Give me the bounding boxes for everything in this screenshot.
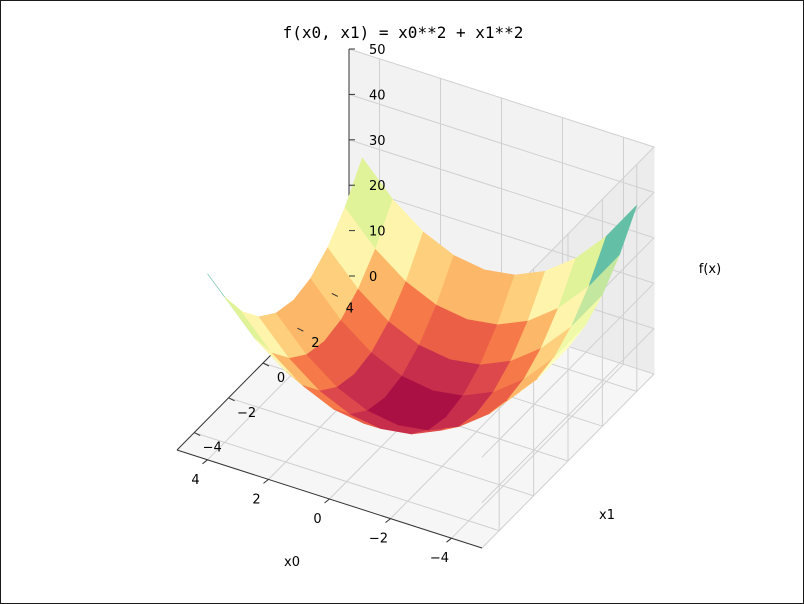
x-tick-mark [385, 518, 391, 523]
grid-line [348, 93, 655, 193]
surface-patch [588, 205, 638, 286]
y-tick-mark [262, 362, 270, 367]
z-tick-label: 10 [369, 225, 386, 240]
x-tick-mark [324, 498, 330, 504]
x-tick-label: −4 [430, 551, 449, 566]
x-tick-label: 4 [191, 473, 199, 488]
x-tick-label: 2 [252, 492, 260, 507]
surface-mesh [207, 157, 638, 435]
grid-line [481, 373, 655, 549]
grid-line [348, 139, 655, 239]
y-tick-label: −4 [203, 441, 222, 456]
z-tick-label: 50 [369, 43, 386, 58]
grid-line [228, 397, 534, 497]
y-tick-label: −2 [237, 406, 256, 421]
z-tick-label: 30 [369, 134, 386, 149]
y-tick-mark [331, 292, 339, 297]
y-tick-mark [297, 327, 304, 332]
z-axis-label: f(x) [699, 262, 721, 277]
z-tick-label: 40 [369, 88, 386, 103]
x-tick-mark [263, 479, 269, 484]
x-axis-label: x0 [284, 555, 300, 570]
z-tick-label: 0 [369, 270, 377, 285]
y-axis-label: x1 [599, 508, 615, 523]
z-tick-label: 20 [369, 179, 386, 194]
y-tick-label: 2 [311, 336, 319, 351]
grid-line [481, 328, 655, 503]
y-tick-mark [193, 432, 201, 437]
y-tick-mark [228, 397, 235, 402]
x-tick-mark [446, 537, 452, 543]
chart-title: f(x0, x1) = x0**2 + x1**2 [283, 23, 524, 42]
y-tick-label: 0 [277, 371, 285, 386]
x-tick-label: −2 [369, 532, 388, 547]
x-tick-label: 0 [313, 512, 321, 527]
grid-line [348, 48, 655, 148]
grid-line [481, 282, 655, 458]
x-tick-mark [202, 459, 208, 465]
y-tick-label: 4 [346, 301, 354, 316]
grid-line [194, 432, 500, 532]
